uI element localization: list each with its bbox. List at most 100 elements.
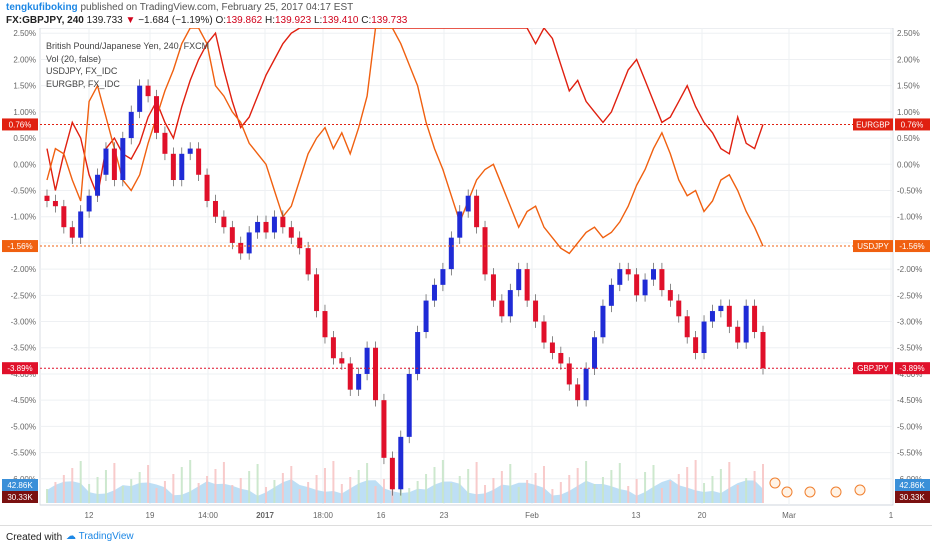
volume-bar [332,461,335,503]
x-tick-label: 1 [889,511,894,520]
candle-body [423,300,429,333]
volume-bar [568,475,571,503]
volume-bar [62,475,65,503]
y-tick-label-left: -4.50% [11,396,36,405]
x-tick-label: Mar [782,511,796,520]
candle-body [524,269,530,301]
volume-badge-right [895,491,930,503]
volume-bar [189,460,192,503]
y-tick-label-right: -2.50% [897,291,922,300]
eurgbp-right-badge [895,118,930,131]
volume-bar [290,466,293,503]
volume-bar [130,479,133,503]
candle-body [373,347,379,401]
y-tick-label-right: 0.50% [897,134,920,143]
candle-body [170,153,176,181]
event-marker-icon [854,484,866,496]
volume-bar [54,482,57,503]
last-price: 139.733 [86,15,123,26]
volume-bar [408,488,411,503]
y-tick-label-right: -4.50% [897,396,922,405]
y-tick-label-left: -0.50% [11,186,36,195]
volume-bar [79,461,82,503]
symbol-label: FX:GBPJPY, 240 [6,15,84,26]
candle-body [667,290,673,301]
candle-body [693,337,699,353]
volume-bar [163,481,166,503]
x-tick-label: Feb [525,511,539,520]
cloud-icon: ☁ [66,531,76,542]
volume-bar [450,483,453,503]
candle-body [541,321,547,343]
volume-bar [155,488,158,503]
usdjpy-right-badge-text: -1.56% [899,242,924,251]
volume-bar [357,470,360,503]
usdjpy-left-badge-text: -1.56% [7,242,32,251]
gbpjpy-right-badge [895,362,930,375]
candle-body [617,269,623,285]
candle-body [389,457,395,490]
candle-body [162,132,168,154]
volume-bar [256,464,259,503]
candle-body [507,290,513,317]
volume-bar [762,464,764,503]
candle-body [558,352,564,364]
y-tick-label-left: 1.00% [13,108,36,117]
y-tick-label-right: -3.50% [897,344,922,353]
volume-badge-right [895,479,930,491]
tradingview-logo[interactable]: ☁ TradingView [66,531,134,542]
volume-badge-left [2,479,38,491]
usdjpy-left-badge [2,240,38,253]
volume-bar [138,472,141,503]
candle-body [187,148,193,154]
volume-bar [214,469,217,503]
candle-body [490,274,496,301]
candle-body [221,216,227,228]
volume-bar [686,467,689,503]
y-tick-label-right: 2.50% [897,29,920,38]
publish-info: published on TradingView.com, February 2… [80,2,354,13]
candle-body [431,284,437,301]
volume-bar [197,483,200,503]
volume-bar [745,478,748,503]
candle-body [701,321,707,353]
candle-body [600,305,606,338]
volume-bar [484,485,487,503]
volume-bar [492,478,495,503]
candle-body [457,211,463,238]
candle-body [482,227,488,275]
candle-body [52,200,58,207]
gbpjpy-right-badge-text: -3.89% [899,364,924,373]
legend-main-series: British Pound/Japanese Yen, 240, FXCM [46,41,210,51]
author-link[interactable]: tengkufiboking [6,2,78,13]
candle-body [322,311,328,338]
candle-body [86,195,92,212]
volume-bar [669,481,672,503]
candle-body [229,227,235,243]
high-value: 139.923 [275,15,312,26]
volume-bar [660,488,663,503]
volume-bar [644,472,647,503]
price-chart[interactable]: 2.50% 2.50% 2.00% 2.00% 1.50% 1.50% 1.00% 1.00%… [0,28,932,525]
x-tick-label: 16 [377,511,386,520]
candle-body [760,332,766,369]
candle-body [735,326,741,343]
candle-body [238,242,244,254]
y-tick-label-right: -5.50% [897,449,922,458]
volume-badge-left-text: 30.33K [7,493,33,502]
eurgbp-line [46,28,764,199]
volume-bar [416,481,419,503]
volume-bar [627,486,630,503]
usdjpy-name-badge [853,240,893,253]
volume-bar [239,478,242,503]
open-value: 139.862 [226,15,263,26]
candle-body [204,174,210,201]
candle-body [398,436,404,490]
volume-bar [635,479,638,503]
low-value: 139.410 [322,15,359,26]
candle-body [499,300,505,317]
candle-body [128,111,134,139]
volume-bar [500,471,503,503]
candle-body [305,248,311,275]
volume-bar [736,485,739,503]
